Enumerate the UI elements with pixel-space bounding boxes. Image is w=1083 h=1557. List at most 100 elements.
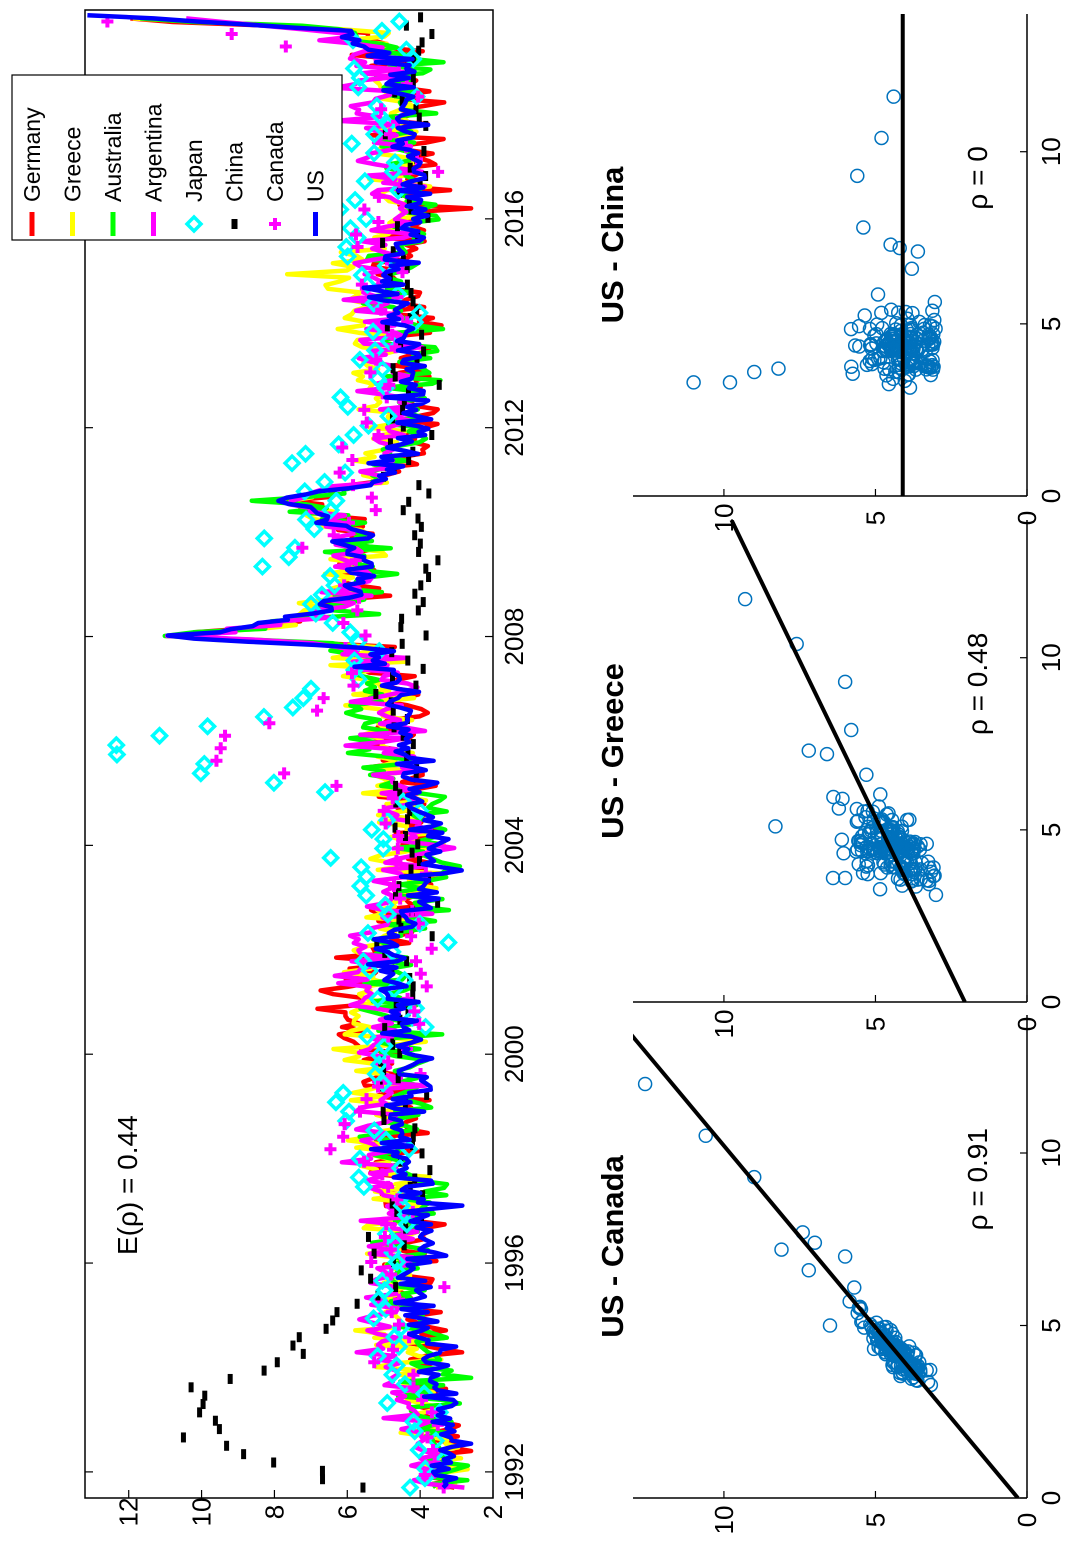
scatter-point — [852, 1299, 868, 1315]
scatter-point — [859, 859, 874, 874]
scatter-point — [886, 821, 901, 836]
canada-marker — [387, 880, 400, 893]
scatter-point — [722, 375, 738, 390]
legend-label: US — [303, 170, 329, 202]
japan-marker — [372, 359, 392, 379]
canada-marker — [390, 855, 403, 868]
scatter-point — [826, 789, 841, 805]
rho-annotation: ρ = 0 — [962, 146, 993, 209]
japan-marker — [365, 340, 385, 360]
canada-marker — [379, 817, 392, 830]
japan-marker — [368, 989, 388, 1009]
canada-marker — [382, 1180, 395, 1193]
legend-label: China — [222, 142, 248, 202]
canada-marker — [263, 717, 276, 730]
canada-marker — [336, 441, 349, 454]
scatter-point — [883, 237, 898, 252]
canada-marker — [386, 792, 399, 805]
canada-marker — [376, 1168, 389, 1181]
canada-marker — [407, 1368, 420, 1381]
canada-marker — [383, 128, 396, 141]
japan-marker — [372, 1271, 392, 1291]
y-tick-label: 10 — [709, 504, 739, 533]
x-tick-label: 5 — [1036, 823, 1066, 837]
scatter-point — [872, 881, 888, 897]
scatter-point — [906, 861, 921, 876]
y-tick-label: 2 — [478, 1505, 508, 1519]
scatter-point — [858, 809, 873, 825]
canada-marker — [420, 980, 433, 993]
scatter-point — [910, 244, 926, 259]
scatter-point — [876, 1326, 891, 1342]
scatter-points — [686, 89, 943, 395]
canada-marker — [392, 1318, 405, 1331]
canada-marker — [359, 629, 372, 642]
canada-marker — [391, 842, 404, 855]
scatter-title: US - Greece — [595, 663, 630, 839]
scatter-point — [927, 868, 942, 883]
y-tick-label: 6 — [332, 1505, 362, 1519]
scatter-point — [885, 371, 901, 387]
scatter-point — [834, 832, 850, 847]
canada-marker — [360, 416, 373, 429]
canada-marker — [210, 754, 223, 767]
scatter-point — [862, 824, 877, 840]
canada-marker — [391, 1193, 404, 1206]
scatter-point — [850, 168, 865, 184]
canada-marker — [385, 1306, 398, 1319]
legend-entry-china: China — [222, 142, 248, 229]
legend-entry-argentina: Argentina — [141, 103, 167, 236]
canada-marker — [421, 1431, 434, 1444]
scatter-point — [913, 871, 928, 887]
japan-marker — [385, 152, 405, 172]
scatter-point — [856, 220, 871, 235]
japan-marker — [301, 679, 321, 699]
scatter-point — [869, 843, 885, 858]
scatter-point — [895, 1365, 910, 1380]
japan-marker — [368, 1290, 388, 1310]
scatter-point — [825, 870, 841, 886]
japan-marker — [387, 1355, 407, 1375]
legend-label: Greece — [60, 127, 86, 202]
scatter-point — [861, 843, 876, 858]
scatter-point — [923, 864, 939, 880]
legend-swatch — [269, 218, 281, 230]
legend-label: Japan — [181, 139, 207, 202]
legend-label: Germany — [19, 107, 45, 202]
scatter-point — [910, 1358, 926, 1373]
japan-marker — [296, 510, 316, 530]
scatter-point — [915, 342, 930, 357]
canada-marker — [278, 767, 291, 780]
scatter-point — [928, 321, 943, 336]
canada-marker — [372, 190, 385, 203]
japan-marker — [409, 1440, 429, 1460]
canada-marker — [214, 742, 227, 755]
canada-marker — [351, 241, 364, 254]
timeseries-plot — [87, 12, 474, 1498]
scatter-point — [874, 130, 889, 146]
x-tick-label: 10 — [1036, 137, 1066, 166]
canada-marker — [324, 1143, 337, 1156]
japan-marker — [198, 716, 218, 736]
x-tick-label: 10 — [1036, 1139, 1066, 1168]
canada-marker — [311, 704, 324, 717]
scatter-point — [843, 321, 859, 337]
japan-marker — [353, 951, 373, 971]
scatter-point — [891, 357, 906, 373]
canada-marker — [346, 454, 359, 467]
canada-marker — [386, 328, 399, 341]
scatter-point — [637, 1076, 653, 1092]
canada-marker — [365, 491, 378, 504]
japan-marker — [150, 726, 170, 746]
japan-marker — [366, 1064, 386, 1084]
japan-marker — [375, 895, 395, 915]
scatter-point — [885, 1326, 900, 1342]
scatter-point — [844, 359, 859, 374]
scatter-point — [835, 791, 850, 807]
fit-line — [633, 1033, 1020, 1498]
scatter-panels: 0 5 10 0 5 10 US - Canada ρ = 0.91 0 5 10 0 5 10 US - … — [595, 14, 1066, 1534]
x-tick-label: 0 — [1036, 1491, 1066, 1505]
scatter-point — [925, 357, 940, 373]
scatter-point — [807, 1235, 823, 1250]
